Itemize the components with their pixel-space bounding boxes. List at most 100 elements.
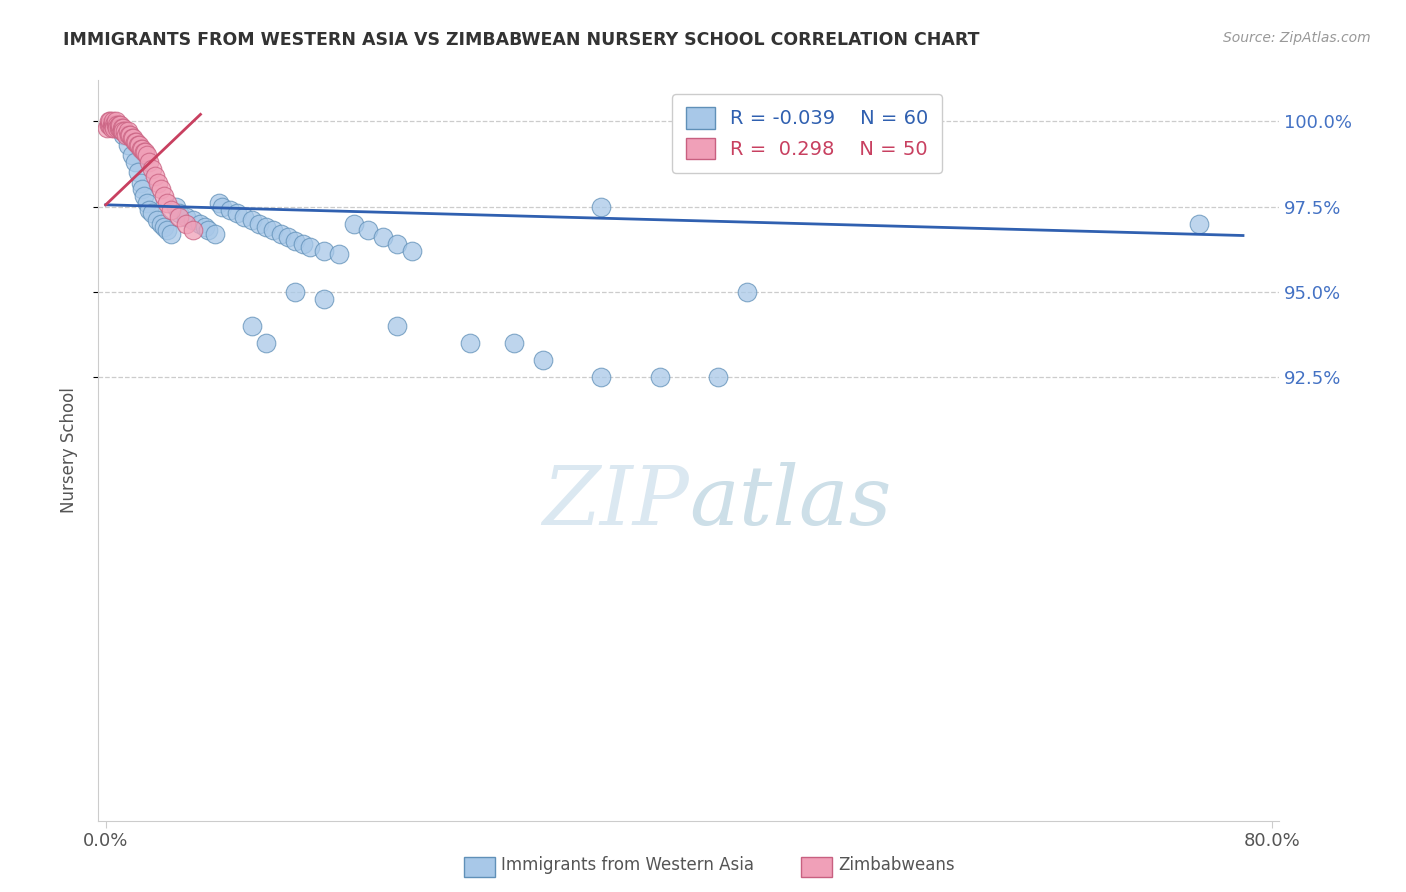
Point (153, 219, 176, 234)
Point (148, 176, 170, 190)
Point (124, 135, 146, 149)
Point (134, 145, 156, 159)
Point (129, 141, 152, 155)
Point (127, 138, 149, 153)
Text: IMMIGRANTS FROM WESTERN ASIA VS ZIMBABWEAN NURSERY SCHOOL CORRELATION CHART: IMMIGRANTS FROM WESTERN ASIA VS ZIMBABWE… (63, 31, 980, 49)
Point (357, 223, 380, 237)
Point (111, 121, 134, 136)
Point (101, 118, 124, 132)
Point (208, 196, 231, 211)
Point (314, 292, 336, 306)
Point (1188, 217, 1211, 231)
Point (270, 227, 292, 241)
Point (165, 200, 187, 214)
Point (145, 213, 167, 227)
Point (124, 155, 146, 169)
Point (328, 247, 350, 261)
Text: atlas: atlas (689, 462, 891, 542)
Point (132, 145, 155, 159)
Point (135, 196, 157, 211)
Point (648, 370, 671, 384)
Point (117, 124, 139, 138)
Point (112, 124, 135, 138)
Point (342, 217, 364, 231)
Point (112, 128, 135, 142)
Point (138, 155, 160, 169)
Point (122, 131, 145, 145)
Point (156, 196, 179, 211)
Point (132, 189, 155, 203)
Point (128, 138, 150, 153)
Point (98, 118, 121, 132)
Y-axis label: Nursery School: Nursery School (59, 387, 77, 514)
Point (591, 370, 613, 384)
Point (204, 227, 226, 241)
Point (101, 114, 124, 128)
Point (129, 176, 152, 190)
Point (117, 138, 139, 153)
Point (115, 128, 138, 142)
Point (194, 219, 217, 234)
Point (111, 124, 134, 138)
Point (707, 370, 730, 384)
Point (211, 200, 233, 214)
Point (131, 141, 153, 155)
Point (96, 121, 118, 136)
Point (98, 114, 121, 128)
Point (104, 114, 127, 128)
Point (371, 230, 394, 244)
Point (114, 124, 136, 138)
Legend: R = -0.039    N = 60, R =  0.298    N = 50: R = -0.039 N = 60, R = 0.298 N = 50 (672, 94, 942, 173)
Point (190, 217, 212, 231)
Point (174, 217, 197, 231)
Point (160, 227, 183, 241)
Point (284, 234, 307, 248)
Point (120, 128, 142, 142)
Point (127, 165, 149, 179)
Text: Zimbabweans: Zimbabweans (838, 856, 955, 874)
Point (118, 128, 141, 142)
Point (121, 148, 143, 162)
Point (458, 336, 481, 351)
Point (298, 240, 321, 254)
Point (141, 161, 163, 176)
Point (387, 237, 409, 252)
Point (197, 223, 219, 237)
Point (277, 230, 299, 244)
Point (97, 118, 120, 132)
Point (108, 121, 131, 136)
Point (141, 206, 163, 220)
Point (143, 169, 166, 183)
Point (105, 121, 128, 136)
Text: Source: ZipAtlas.com: Source: ZipAtlas.com (1223, 31, 1371, 45)
Point (156, 223, 179, 237)
Point (531, 353, 554, 368)
Point (503, 336, 526, 351)
Point (240, 213, 263, 227)
Point (135, 148, 157, 162)
Point (108, 118, 131, 132)
Point (97, 114, 120, 128)
Point (387, 318, 409, 333)
Text: ZIP: ZIP (543, 462, 689, 542)
Point (100, 121, 122, 136)
Point (218, 202, 240, 217)
Point (112, 121, 135, 136)
Point (401, 244, 423, 258)
Point (138, 202, 160, 217)
Point (167, 206, 190, 220)
Point (125, 135, 148, 149)
Point (284, 285, 307, 299)
Point (150, 182, 173, 196)
Point (226, 206, 249, 220)
Point (291, 237, 314, 252)
Point (167, 210, 190, 224)
Point (105, 118, 128, 132)
Point (110, 118, 132, 132)
Text: Immigrants from Western Asia: Immigrants from Western Asia (501, 856, 754, 874)
Point (247, 217, 270, 231)
Point (100, 118, 122, 132)
Point (254, 219, 277, 234)
Point (181, 213, 204, 227)
Point (110, 121, 132, 136)
